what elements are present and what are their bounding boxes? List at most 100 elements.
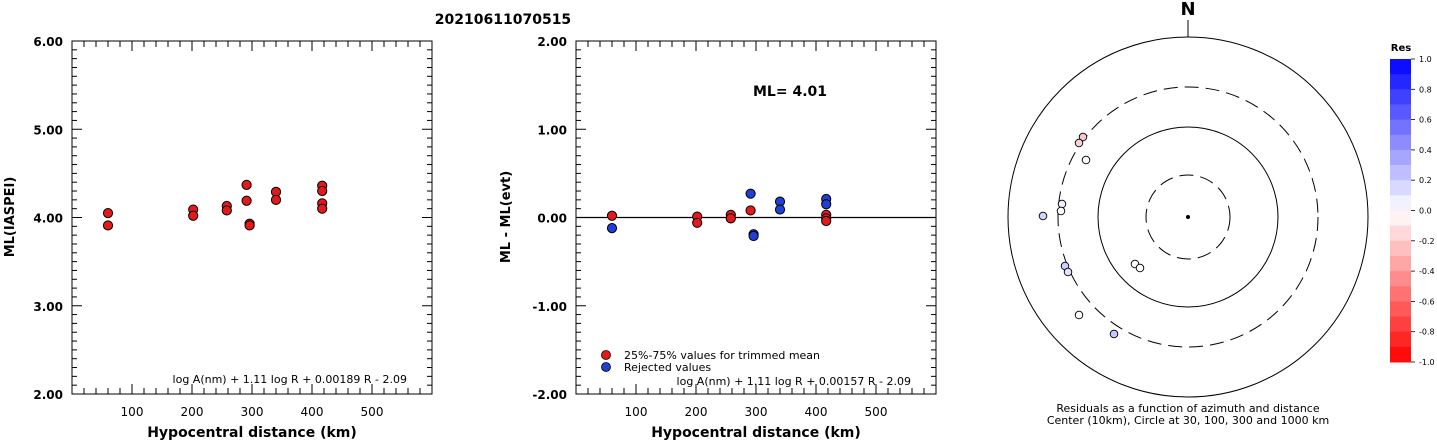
data-point	[102, 207, 114, 219]
x-tick-label: 400	[805, 405, 828, 419]
data-point	[241, 195, 252, 206]
data-point	[774, 204, 786, 215]
legend-red-label: 25%-75% values for trimmed mean	[624, 349, 820, 362]
colorbar-segment	[1390, 331, 1411, 348]
y-tick-label: -2.00	[532, 388, 567, 402]
data-point	[244, 220, 255, 231]
x-tick-label: 200	[181, 405, 204, 419]
y-tick-label: 2.00	[537, 35, 567, 49]
plot2-y-axis-label: ML - ML(evt)	[499, 171, 514, 263]
colorbar-segment	[1390, 104, 1411, 121]
plot2-ml-annotation: ML= 4.01	[753, 84, 827, 100]
colorbar-tick-label: 0.8	[1419, 85, 1432, 94]
x-tick-label: 400	[301, 405, 324, 419]
colorbar-segment	[1390, 210, 1411, 227]
colorbar-tick-label: -0.8	[1419, 328, 1435, 337]
y-tick-label: 3.00	[33, 300, 63, 314]
center-point	[1186, 215, 1190, 219]
colorbar-segment	[1390, 119, 1411, 136]
plot2-formula: log A(nm) + 1.11 log R + 0.00157 R - 2.0…	[677, 375, 911, 388]
polar-caption-line2: Center (10km), Circle at 30, 100, 300 an…	[1047, 414, 1329, 427]
plot1-y-axis-label: ML(IASPEI)	[3, 177, 18, 258]
station-marker	[1056, 206, 1066, 216]
plot1-x-axis-label: Hypocentral distance (km)	[147, 425, 357, 441]
colorbar-segment	[1390, 195, 1411, 211]
station-marker	[1078, 132, 1088, 142]
colorbar-segment	[1390, 149, 1411, 166]
data-point	[102, 220, 114, 231]
x-tick-label: 500	[865, 405, 888, 419]
colorbar-tick-label: 0.0	[1419, 207, 1432, 216]
data-point	[188, 210, 199, 221]
legend-blue-label: Rejected values	[624, 361, 711, 374]
colorbar-title: Res	[1391, 43, 1411, 54]
x-tick-label: 300	[241, 405, 264, 419]
legend-red-marker	[601, 350, 611, 360]
y-tick-label: 1.00	[537, 123, 567, 137]
station-marker	[1081, 155, 1091, 165]
station-marker	[1135, 263, 1145, 273]
x-tick-label: 200	[685, 405, 708, 419]
polar-residual-plot: N Residuals as a function of azimuth and…	[1007, 0, 1369, 427]
colorbar-segment	[1390, 271, 1411, 287]
figure-title: 20210611070515	[435, 12, 571, 28]
station-marker	[1063, 267, 1073, 277]
ml-residual-plot: ML= 4.01 25%-75% values for trimmed mean…	[499, 35, 937, 441]
colorbar-tick-label: -0.2	[1419, 237, 1435, 246]
y-tick-label: 6.00	[33, 35, 63, 49]
data-point	[221, 205, 232, 216]
data-point	[725, 213, 736, 224]
polar-caption-line1: Residuals as a function of azimuth and d…	[1056, 402, 1319, 415]
colorbar-tick-label: 0.6	[1419, 116, 1432, 125]
station-marker	[1057, 199, 1067, 209]
colorbar-tick-label: -1.0	[1419, 358, 1435, 367]
colorbar-segment	[1390, 301, 1411, 318]
colorbar-segment	[1390, 74, 1411, 90]
colorbar-tick-label: -0.4	[1419, 267, 1435, 276]
colorbar-tick-label: 1.0	[1419, 55, 1432, 64]
data-point	[241, 179, 252, 190]
station-marker	[1074, 138, 1084, 148]
y-tick-label: 5.00	[33, 123, 63, 137]
ml-iaspei-plot: log A(nm) + 1.11 log R + 0.00189 R - 2.0…	[3, 35, 433, 441]
x-tick-label: 300	[745, 405, 768, 419]
y-tick-label: 4.00	[33, 212, 63, 226]
data-point	[606, 222, 618, 234]
circle-100km	[1097, 126, 1279, 308]
data-point	[748, 230, 759, 242]
data-point	[270, 194, 282, 205]
data-point	[821, 215, 832, 227]
y-tick-label: -1.00	[532, 300, 567, 314]
circle-300km	[1057, 86, 1319, 348]
plot1-formula: log A(nm) + 1.11 log R + 0.00189 R - 2.0…	[173, 373, 407, 386]
circle-30km	[1145, 174, 1231, 260]
x-tick-label: 100	[625, 405, 648, 419]
residual-colorbar: Res 1.0 0.8 0.6 0.4 0.2 0.0 -0.2 -0.4 -0.6 -0.8 -1…	[1390, 43, 1435, 367]
colorbar-segment	[1390, 89, 1411, 105]
colorbar-segment	[1390, 225, 1411, 242]
data-point	[821, 199, 832, 210]
colorbar-segment	[1390, 165, 1411, 181]
data-point	[317, 185, 328, 197]
colorbar-segment	[1390, 59, 1411, 75]
colorbar-segment	[1390, 134, 1411, 151]
legend-blue-marker	[601, 362, 611, 372]
north-label: N	[1180, 0, 1195, 20]
data-point	[606, 210, 618, 221]
colorbar-segment	[1390, 286, 1411, 302]
colorbar-tick-label: -0.6	[1419, 297, 1435, 306]
station-marker	[1038, 211, 1048, 221]
data-point	[745, 205, 756, 216]
colorbar-tick-label: 0.2	[1419, 176, 1432, 185]
y-tick-label: 2.00	[33, 388, 63, 402]
circle-1000km	[1007, 36, 1369, 398]
colorbar-segment	[1390, 180, 1411, 196]
colorbar-tick-label: 0.4	[1419, 146, 1432, 155]
y-tick-label: 0.00	[537, 212, 567, 226]
colorbar-segment	[1390, 316, 1411, 333]
station-marker	[1074, 310, 1084, 320]
colorbar-segment	[1390, 346, 1411, 363]
x-tick-label: 500	[361, 405, 384, 419]
colorbar-segment	[1390, 240, 1411, 257]
